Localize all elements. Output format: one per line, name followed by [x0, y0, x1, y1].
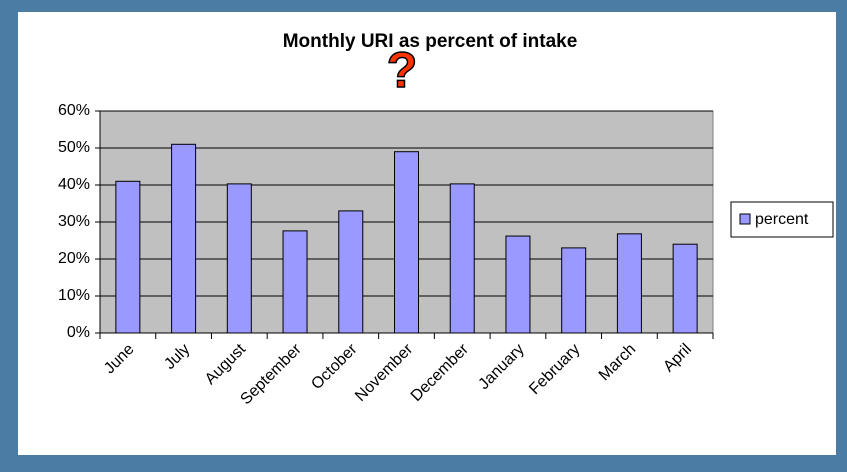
y-tick-label: 50%: [58, 139, 90, 156]
y-tick-label: 20%: [58, 250, 90, 267]
chart-title: Monthly URI as percent of intake: [283, 31, 578, 52]
bar: [672, 243, 698, 334]
legend-label: percent: [755, 211, 809, 228]
y-tick-label: 40%: [58, 176, 90, 193]
bar: [449, 183, 475, 334]
bar: [338, 210, 364, 334]
annotation: ?: [387, 42, 418, 98]
y-tick-label: 60%: [58, 102, 90, 119]
bar: [171, 143, 197, 334]
bar: [505, 235, 531, 334]
bar: [616, 233, 642, 334]
bar: [394, 151, 419, 334]
legend-swatch: [739, 213, 751, 225]
bar: [115, 180, 141, 334]
y-tick-label: 10%: [58, 287, 90, 304]
legend: [730, 201, 834, 238]
bar: [561, 247, 587, 334]
y-tick-label: 0%: [67, 324, 90, 341]
bar: [282, 230, 308, 334]
bar: [226, 183, 252, 334]
y-tick-label: 30%: [58, 213, 90, 230]
